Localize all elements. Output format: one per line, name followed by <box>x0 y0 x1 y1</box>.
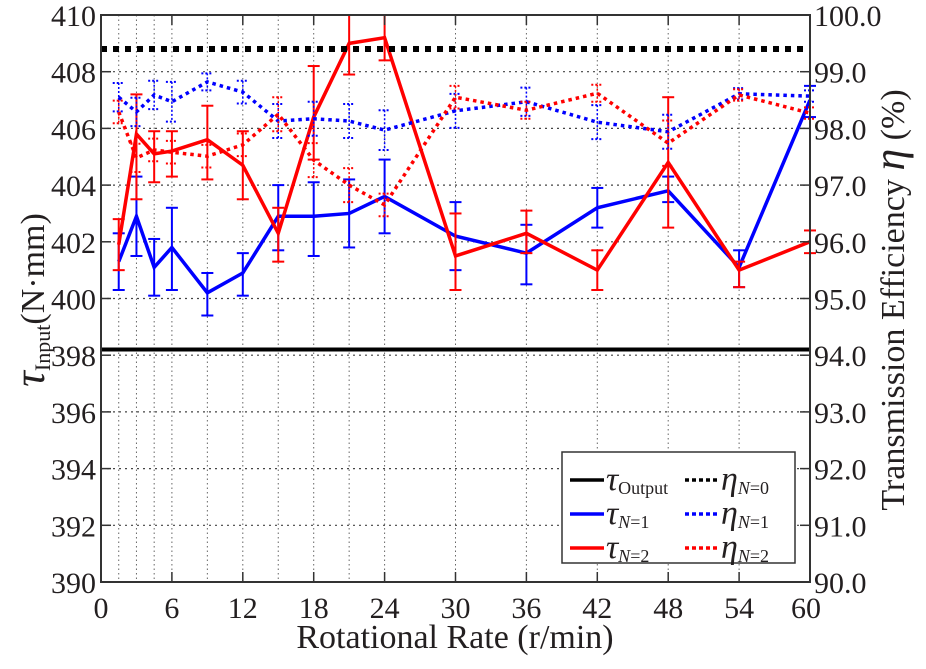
y-right-tick-label: 98.0 <box>814 113 867 146</box>
y-right-tick-label: 94.0 <box>814 340 867 373</box>
y-axis-right-label: Transmission Efficiency η (%) <box>865 89 914 510</box>
y-left-tick-label: 408 <box>51 57 96 90</box>
legend-symbol: η <box>721 461 738 498</box>
y-right-tick-label: 93.0 <box>814 397 867 430</box>
x-tick-label: 54 <box>724 592 754 625</box>
series-line--n-1 <box>119 82 810 132</box>
legend-subscript-n: N <box>737 546 751 566</box>
y-right-tick-label: 97.0 <box>814 170 867 203</box>
y-right-tick-label: 95.0 <box>814 284 867 317</box>
series-layer <box>101 15 816 350</box>
error-bar <box>308 66 320 160</box>
legend-subscript: Output <box>618 478 668 498</box>
legend-subscript: N=1 <box>737 512 769 532</box>
y-left-tick-label: 394 <box>51 454 96 487</box>
y-left-tick-label: 406 <box>51 113 96 146</box>
y-right-tick-label: 96.0 <box>814 227 867 260</box>
error-bar <box>308 182 320 256</box>
legend-symbol: η <box>721 529 738 566</box>
y-left-tick-label: 392 <box>51 510 96 543</box>
y-left-tick-label: 402 <box>51 227 96 260</box>
y-left-tick-label: 400 <box>51 284 96 317</box>
y-right-symbol: η <box>865 149 914 171</box>
svg-text:Transmission Efficiency η (%): Transmission Efficiency η (%) <box>865 89 914 510</box>
series--n-2 <box>113 15 816 290</box>
series--n-1 <box>113 73 816 150</box>
legend-subscript-n: N <box>617 546 631 566</box>
y-right-tick-label: 99.0 <box>814 57 867 90</box>
legend-subscript-n: N <box>617 512 631 532</box>
y-left-tick-label: 396 <box>51 397 96 430</box>
series--n-2 <box>113 85 816 217</box>
y-left-unit: (N·mm) <box>15 213 52 324</box>
y-right-tick-label: 92.0 <box>814 454 867 487</box>
y-left-tick-label: 404 <box>51 170 96 203</box>
y-left-tick-label: 410 <box>51 0 96 33</box>
legend-subscript: N=2 <box>737 546 769 566</box>
x-tick-label: 48 <box>653 592 683 625</box>
svg-text:τInput(N·mm): τInput(N·mm) <box>5 213 55 387</box>
legend-subscript-n: N <box>737 478 751 498</box>
x-tick-label: 6 <box>164 592 179 625</box>
y-axis-left-label: τInput(N·mm) <box>5 213 55 387</box>
y-right-unit: (%) <box>875 89 912 148</box>
legend-subscript: N=0 <box>737 478 769 498</box>
y-left-tick-label: 398 <box>51 340 96 373</box>
x-axis-label: Rotational Rate (r/min) <box>296 619 613 656</box>
y-right-text: Transmission Efficiency <box>875 171 912 511</box>
y-right-tick-label: 90.0 <box>814 567 867 600</box>
legend-subscript: N=2 <box>617 546 649 566</box>
y-left-tick-label: 390 <box>51 567 96 600</box>
legend-subscript-n: N <box>737 512 751 532</box>
series-line--n-2 <box>119 38 810 270</box>
y-right-tick-label: 91.0 <box>814 510 867 543</box>
y-left-subscript: Input <box>30 325 55 371</box>
legend-subscript: N=1 <box>617 512 649 532</box>
series--n-1 <box>113 86 816 316</box>
legend-symbol: η <box>721 495 738 532</box>
y-right-tick-label: 100.0 <box>814 0 882 33</box>
x-tick-label: 12 <box>228 592 258 625</box>
